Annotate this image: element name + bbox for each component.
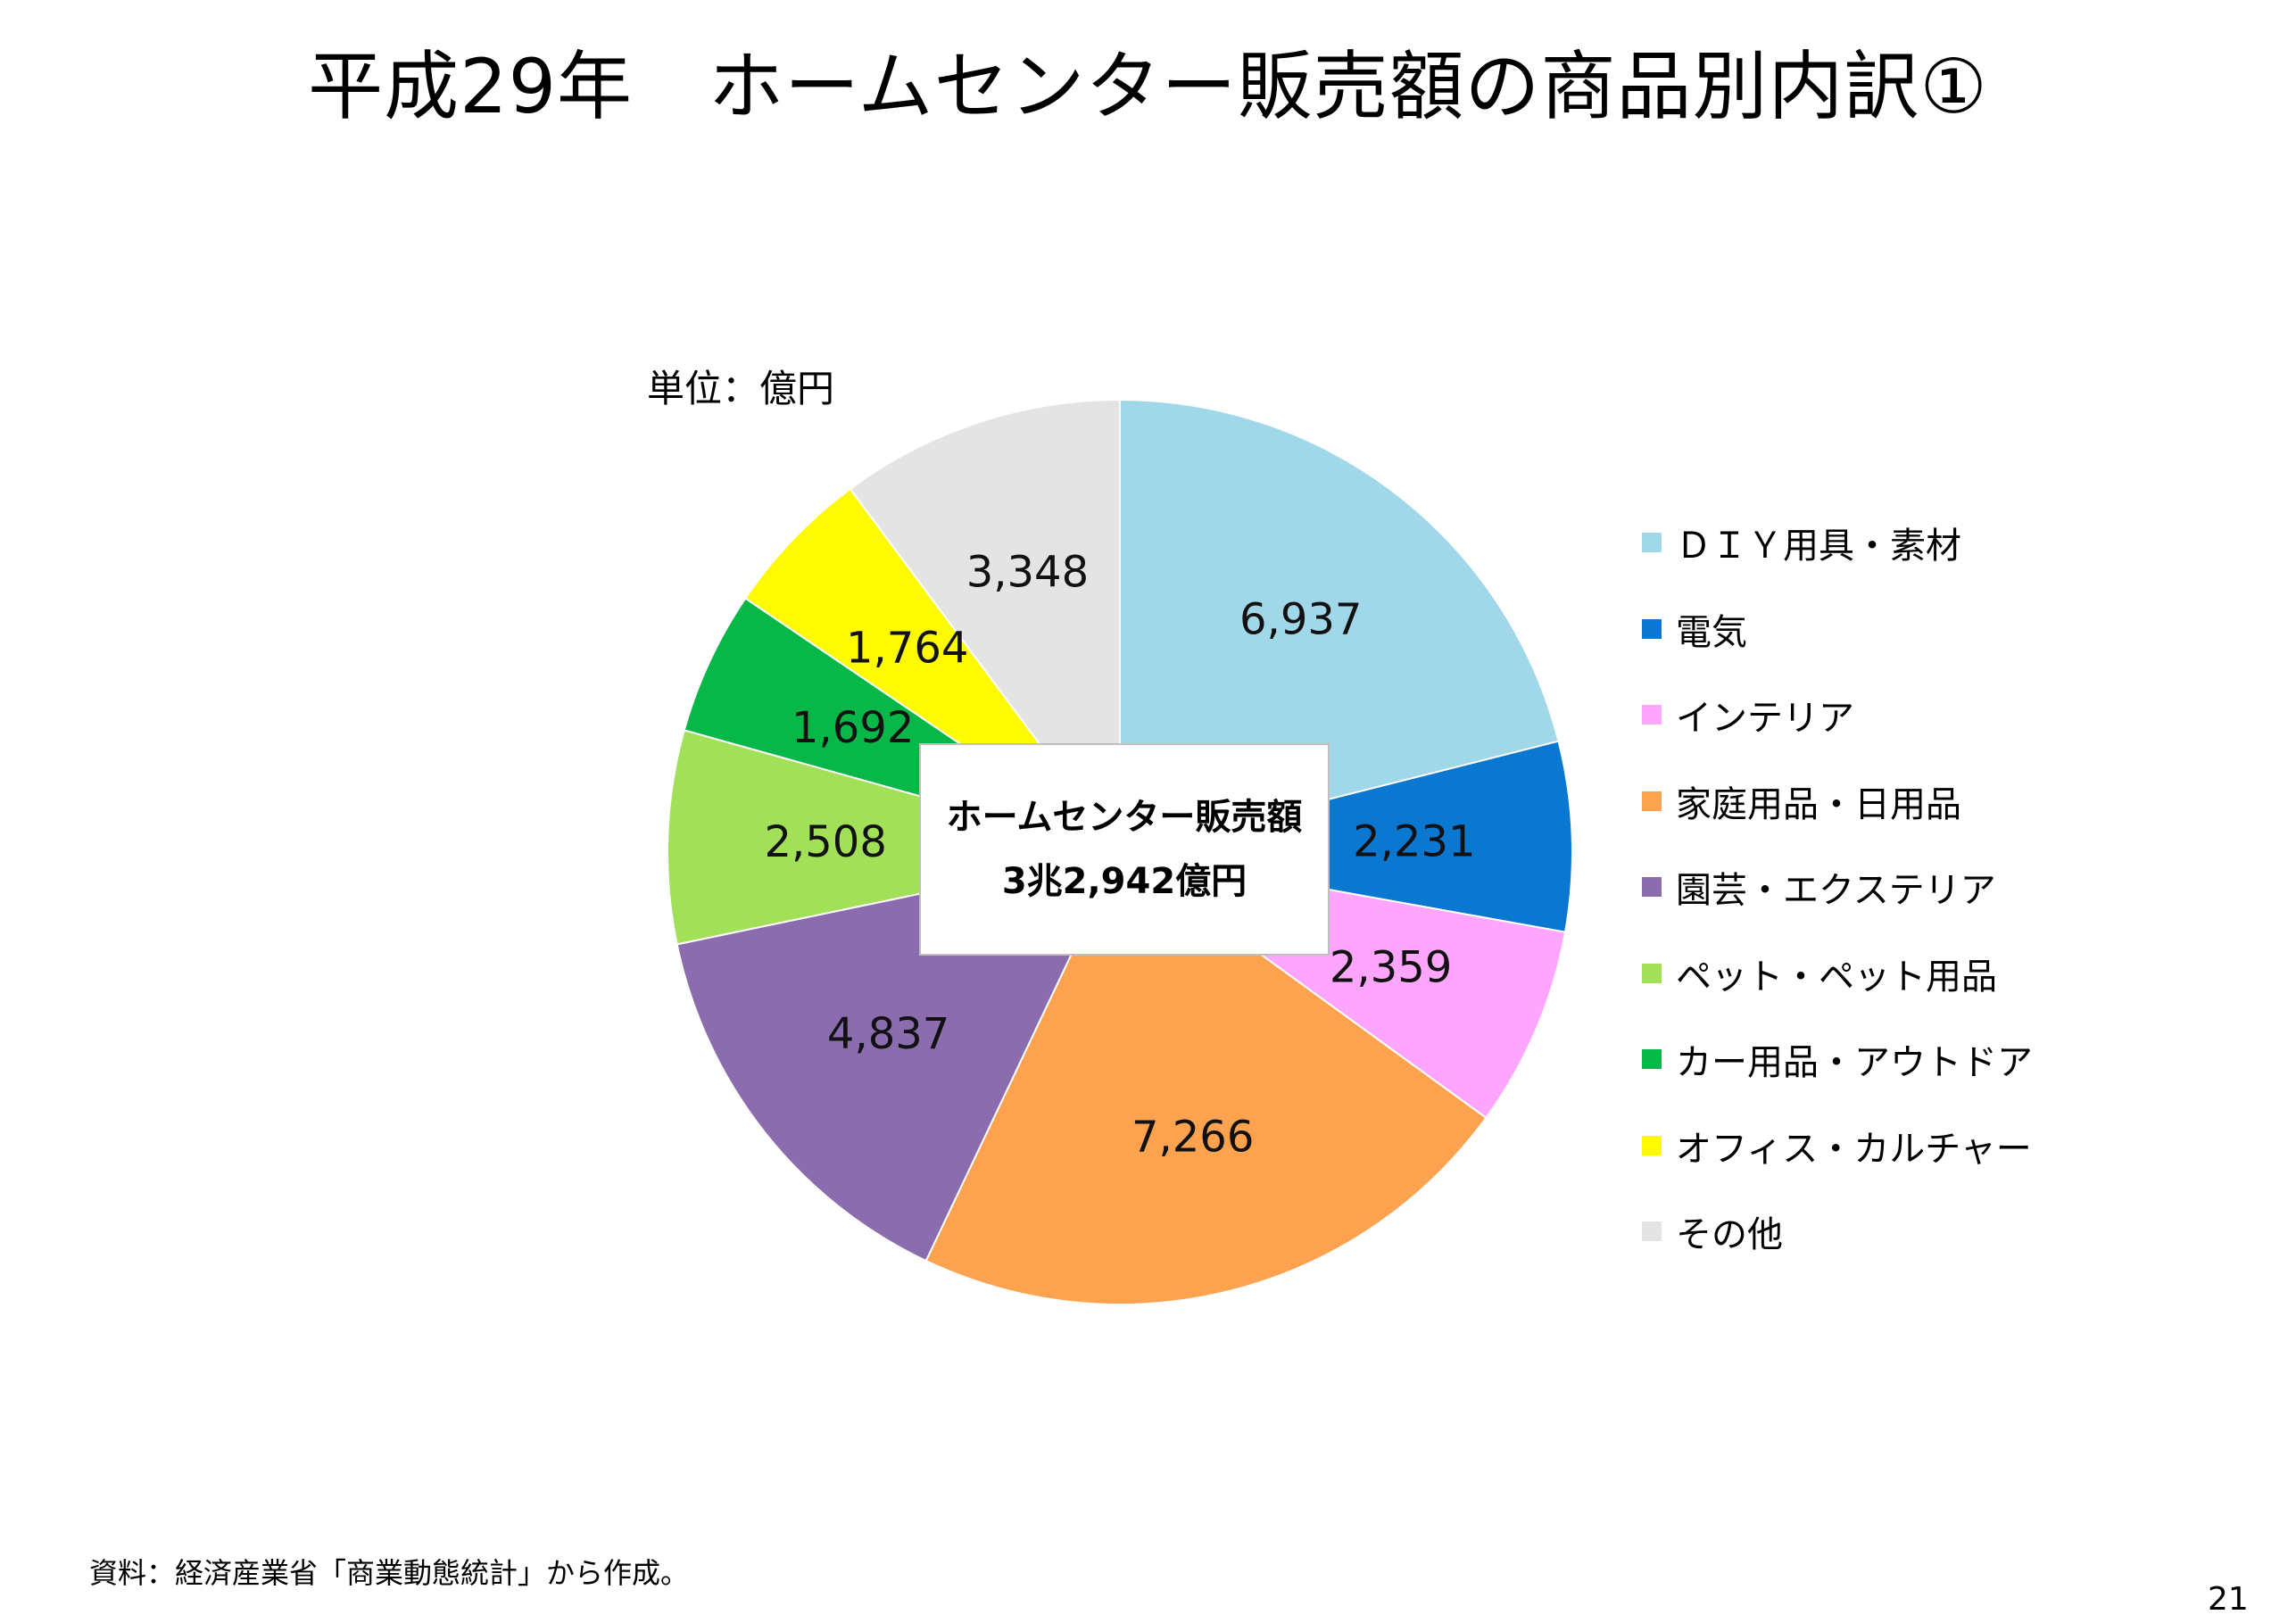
page-number: 21 [2208,1581,2249,1618]
legend-item-1: 電気 [1642,586,2033,673]
source-note: 資料：経済産業省「商業動態統計」から作成。 [89,1556,690,1590]
pie-data-label-0: 6,937 [1239,595,1362,645]
legend-label: カー用品・アウトドア [1676,1042,2033,1084]
legend-label: その他 [1676,1214,1783,1256]
legend-item-8: その他 [1642,1188,2033,1275]
pie-slice-8 [849,398,1121,856]
pie-slice-3 [924,850,1488,1305]
legend-swatch [1642,877,1662,898]
pie-data-label-1: 2,231 [1353,816,1475,866]
pie-slice-5 [667,729,1121,946]
legend-swatch [1642,791,1662,811]
legend-label: ＤＩＹ用具・素材 [1676,526,1961,567]
legend-label: インテリア [1676,698,1854,740]
pie-slice-1 [1119,740,1573,933]
total-sales-title: ホームセンター販売額 [946,797,1303,838]
pie-data-label-4: 4,837 [827,1009,949,1059]
legend-item-7: オフィス・カルチャー [1642,1103,2033,1189]
legend-swatch [1642,618,1662,639]
legend-label: ペット・ペット用品 [1676,956,1997,998]
legend-item-6: カー用品・アウトドア [1642,1016,2033,1103]
chart-legend: ＤＩＹ用具・素材 電気インテリア家庭用品・日用品 園芸・エクステリア ペット・ペット用… [1642,500,2033,1275]
total-sales-box: ホームセンター販売額 3兆2,942億円 [919,743,1330,956]
unit-label: 単位：億円 [647,367,835,410]
legend-label: 電気 [1676,611,1747,653]
legend-swatch [1642,1049,1662,1070]
legend-swatch [1642,1221,1662,1242]
legend-label: オフィス・カルチャー [1676,1128,2032,1170]
legend-item-4: 園芸・エクステリア [1642,844,2033,931]
pie-data-label-5: 2,508 [764,817,886,867]
pie-data-label-6: 1,692 [792,703,914,753]
legend-item-2: インテリア [1642,672,2033,758]
pie-data-labels: 6,937 2,231 2,359 7,266 4,837 2,508 1,692 1,764… [764,548,1475,1163]
pie-slice-0 [1119,398,1560,854]
legend-swatch [1642,533,1662,553]
page-title: 平成29年 ホームセンター販売額の商品別内訳① [308,43,1988,130]
pie-data-label-8: 3,348 [966,548,1089,598]
legend-swatch [1642,1135,1662,1155]
legend-swatch [1642,705,1662,725]
legend-swatch [1642,963,1662,983]
total-sales-value: 3兆2,942億円 [1001,861,1247,902]
legend-label: 園芸・エクステリア [1676,870,1996,912]
pie-data-label-7: 1,764 [846,624,968,674]
legend-item-5: ペット・ペット用品 [1642,931,2033,1017]
legend-item-0: ＤＩＹ用具・素材 [1642,500,2033,586]
pie-data-label-2: 2,359 [1330,942,1452,992]
legend-label: 家庭用品・日用品 [1676,783,1961,825]
pie-data-label-3: 7,266 [1131,1113,1254,1163]
legend-item-3: 家庭用品・日用品 [1642,758,2033,845]
